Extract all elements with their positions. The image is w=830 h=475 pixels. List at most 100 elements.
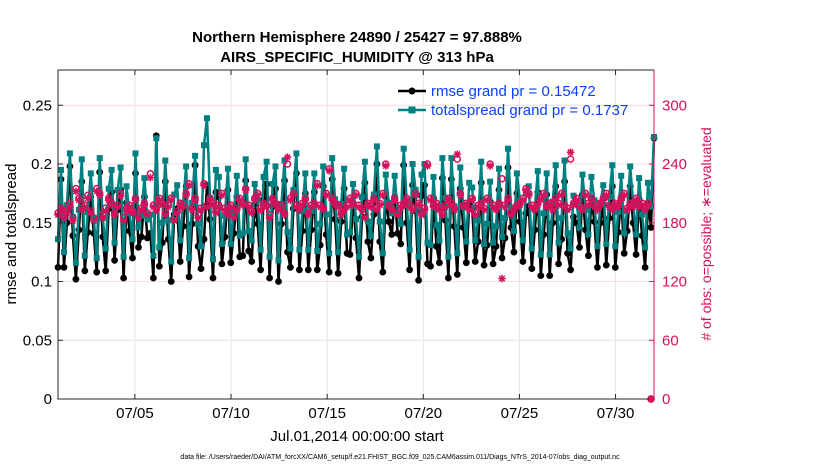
rmse-point [81,267,89,275]
spread-point [210,256,216,263]
rmse-point [185,273,193,281]
y-left-tick-label: 0 [44,391,52,408]
spread-point [418,171,425,178]
rmse-point [480,261,488,269]
obs-evaluated-point [60,214,68,222]
spread-point [606,193,613,200]
spread-point [540,210,547,217]
spread-point [585,231,592,238]
obs-possible-point [566,155,575,163]
spread-point [502,215,508,222]
obs-evaluated-point [441,203,450,211]
rmse-point [445,274,452,282]
spread-point [478,158,485,165]
obs-evaluated-point [185,181,193,190]
rmse-point [519,258,527,265]
obs-evaluated-point [453,150,462,159]
obs-evaluated-point [393,211,402,219]
obs-evaluated-point [233,206,241,214]
spread-point [311,170,318,177]
spread-point [239,230,246,237]
obs-evaluated-point [411,191,420,200]
x-tick-label: 07/15 [308,405,346,422]
obs-evaluated-point [98,214,107,222]
obs-evaluated-point [531,206,539,214]
spread-point [600,182,607,189]
spread-point [129,236,136,243]
rmse-point [436,259,443,267]
spread-point [198,243,204,250]
rmse-point [433,242,440,250]
rmse-point [462,259,470,267]
legend-spread-text: totalspread grand pr = 0.1737 [431,102,628,119]
spread-point [317,220,324,227]
spread-point [359,193,365,200]
obs-evaluated-point [450,206,459,214]
spread-point [218,240,225,247]
obs-evaluated-point [86,209,95,217]
spread-point [320,163,327,170]
obs-evaluated-point [313,181,322,190]
rmse-point [227,259,235,267]
obs-evaluated-point [322,191,330,200]
rmse-point [72,275,80,283]
spread-point [93,255,100,261]
spread-point [335,249,342,256]
rmse-point [388,231,396,238]
spread-point [123,183,130,190]
footer-data-file: data file: /Users/raeder/DAI/ATM_forcXX/… [180,454,620,461]
spread-point [391,172,398,179]
spread-point [510,228,517,234]
spread-point [484,220,491,227]
spread-point [364,218,371,225]
spread-point [445,253,452,260]
rmse-point [537,272,545,279]
obs-evaluated-point [253,191,262,200]
spread-point [165,217,172,224]
spread-point [466,179,473,186]
spread-point [156,244,163,251]
obs-evaluated-point [346,196,354,205]
spread-point [588,173,595,180]
obs-evaluated-point [63,209,71,217]
spread-point [430,173,437,180]
obs-evaluated-point [417,211,426,219]
spread-point [72,259,79,266]
spread-point [159,219,166,226]
obs-evaluated-point [402,196,411,205]
obs-evaluated-point [387,206,396,214]
obs-evaluated-point [188,206,196,214]
obs-evaluated-point [367,203,375,211]
spread-point [341,165,348,172]
spread-point [642,244,649,251]
obs-evaluated-point [265,214,274,222]
obs-evaluated-point [146,173,155,182]
obs-evaluated-point [420,206,429,214]
y-left-tick-label: 0.25 [23,97,52,114]
obs-evaluated-point [525,191,533,200]
y-axis-left-label: rmse and totalspread [3,164,20,305]
rmse-point [471,258,479,265]
obs-evaluated-point [593,206,602,214]
spread-point [397,220,404,227]
spread-point [609,162,616,169]
rmse-point [647,224,655,231]
legend-rmse-text: rmse grand pr = 0.15472 [431,83,596,100]
spread-point [373,143,380,150]
rmse-point [102,267,110,275]
obs-evaluated-point [247,209,256,217]
spread-point [555,239,562,246]
rmse-point [641,264,649,271]
rmse-point [138,233,145,241]
obs-evaluated-point [325,167,333,175]
rmse-point [93,268,101,276]
spread-point [105,185,112,192]
obs-evaluated-point [569,201,578,209]
legend-rmse-marker [408,87,416,95]
rmse-point [576,244,583,251]
obs-evaluated-point [557,191,566,200]
obs-evaluated-point [304,211,313,219]
spread-point [287,245,294,252]
axes: 07/05 07/10 07/15 07/20 07/25 07/30 0 0.05 0.1 0.… [23,70,687,422]
rmse-point [602,261,610,269]
